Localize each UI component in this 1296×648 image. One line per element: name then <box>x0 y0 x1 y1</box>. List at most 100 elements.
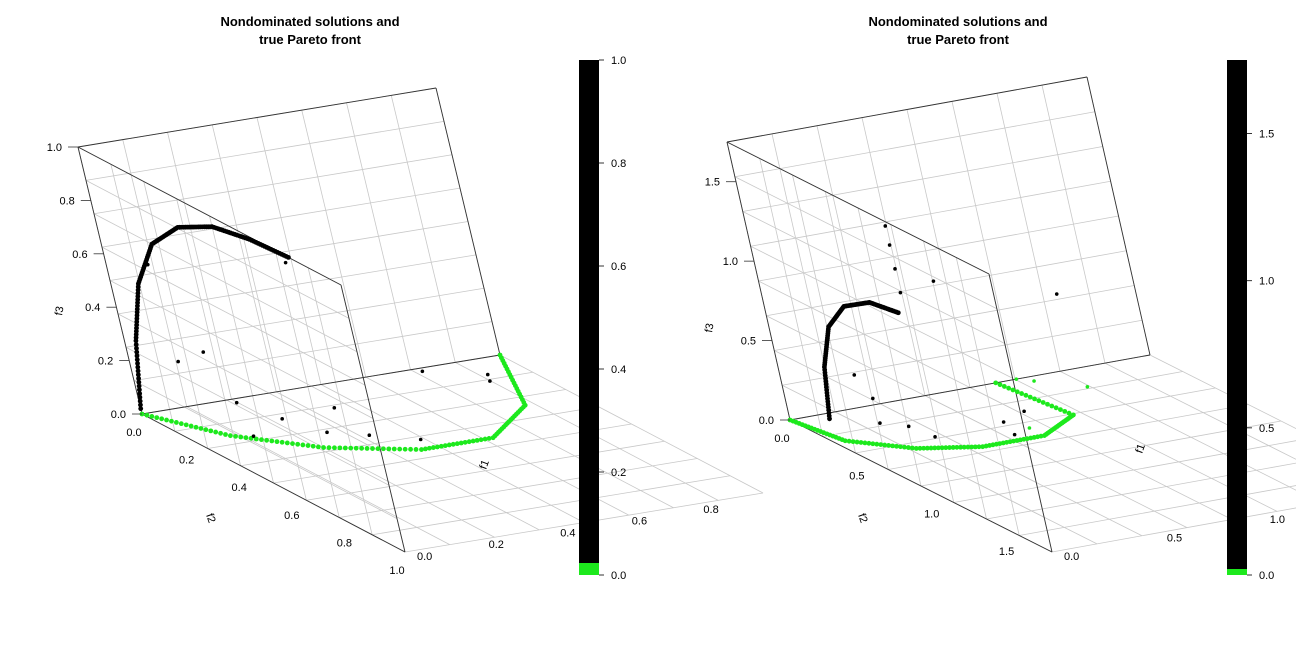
colorbar-fill <box>579 60 599 575</box>
grid-line <box>85 180 350 319</box>
colorbar-tick-label: 0.4 <box>611 364 626 376</box>
data-point <box>450 441 456 447</box>
right-3d-scatter-panel: Nondominated solutions and true Pareto f… <box>703 14 1296 582</box>
tick-label: 0.0 <box>774 433 789 445</box>
tick-label: 1.0 <box>47 142 62 154</box>
data-point <box>203 427 209 433</box>
colorbar-tick-label: 0.8 <box>611 158 626 170</box>
tick-label: 0.0 <box>111 409 126 421</box>
data-point <box>921 445 927 451</box>
data-point <box>878 421 882 425</box>
data-point <box>1040 400 1046 405</box>
colorbar-tick-label: 0.0 <box>611 570 626 582</box>
grid-line <box>339 458 698 518</box>
data-point <box>159 416 165 422</box>
data-point <box>269 438 275 444</box>
data-point <box>359 445 365 451</box>
data-point <box>482 436 488 442</box>
box-edge <box>340 284 406 553</box>
data-points <box>787 224 1090 451</box>
data-point <box>430 445 436 450</box>
grid-line <box>750 245 1013 379</box>
box-edge <box>726 141 990 275</box>
data-point <box>862 440 868 446</box>
tick-label: 0.8 <box>60 195 75 207</box>
data-point <box>136 376 142 381</box>
tick-label: 1.0 <box>924 508 939 520</box>
grid-line <box>953 440 1296 503</box>
tick-label: 0.0 <box>1064 551 1079 563</box>
colorbar-tick-label: 1.5 <box>1259 129 1274 141</box>
grid-line <box>346 102 411 370</box>
data-point <box>928 445 934 451</box>
data-point <box>1032 379 1036 383</box>
data-point <box>890 443 895 449</box>
grid-line <box>758 280 1021 414</box>
grid-line <box>273 423 632 484</box>
data-point <box>854 439 860 445</box>
data-point <box>243 435 249 441</box>
grid-line <box>101 246 366 386</box>
data-point <box>454 441 460 447</box>
grid-line <box>920 420 1282 487</box>
data-point <box>1027 394 1033 400</box>
data-point <box>1070 412 1076 418</box>
data-point <box>188 423 194 429</box>
data-point <box>969 444 975 450</box>
data-point <box>325 430 329 435</box>
grid-line <box>1149 354 1296 430</box>
tick-label: 1.5 <box>705 177 720 189</box>
data-point <box>878 442 884 447</box>
data-point <box>1054 292 1059 296</box>
data-point <box>286 255 291 260</box>
grid-line <box>85 120 445 181</box>
tick-label: 1.0 <box>723 256 738 268</box>
data-point <box>894 443 899 449</box>
data-point <box>1001 420 1006 424</box>
tick-label: 0.0 <box>126 427 141 439</box>
grid-line <box>390 95 456 363</box>
grid-line <box>986 462 1296 520</box>
grid-line <box>996 93 1061 372</box>
data-point <box>1053 405 1059 411</box>
data-point <box>332 406 337 410</box>
axis-label-f1: f1 <box>478 458 492 471</box>
data-point <box>1014 377 1019 381</box>
data-point <box>137 398 143 404</box>
data-point <box>917 445 923 451</box>
data-point <box>370 446 375 451</box>
data-point <box>178 421 184 427</box>
data-point <box>958 444 963 450</box>
data-point <box>1032 396 1037 402</box>
data-point <box>1049 403 1055 409</box>
data-point <box>1022 409 1026 414</box>
data-point <box>909 445 915 451</box>
data-point <box>882 442 888 448</box>
data-point <box>397 446 403 452</box>
colorbar-fill <box>1227 60 1247 575</box>
data-point <box>279 439 285 445</box>
data-point <box>164 417 169 423</box>
data-point <box>933 434 937 439</box>
data-point <box>866 440 872 446</box>
data-point <box>253 436 259 442</box>
data-point <box>1012 432 1017 437</box>
data-point <box>134 349 140 355</box>
data-point <box>300 442 306 448</box>
data-point <box>138 402 143 408</box>
data-point <box>353 445 359 451</box>
tick-label: 0.2 <box>98 356 113 368</box>
grid-line <box>1041 85 1106 364</box>
data-point <box>218 430 223 436</box>
data-point <box>391 446 397 452</box>
box-edge <box>789 419 1053 553</box>
data-point <box>954 444 960 450</box>
grid-line <box>410 369 674 509</box>
data-point <box>233 433 238 439</box>
data-point <box>315 444 321 450</box>
data-point <box>280 417 284 421</box>
data-point <box>136 379 142 385</box>
grid-line <box>1019 485 1296 536</box>
data-point <box>305 443 311 448</box>
